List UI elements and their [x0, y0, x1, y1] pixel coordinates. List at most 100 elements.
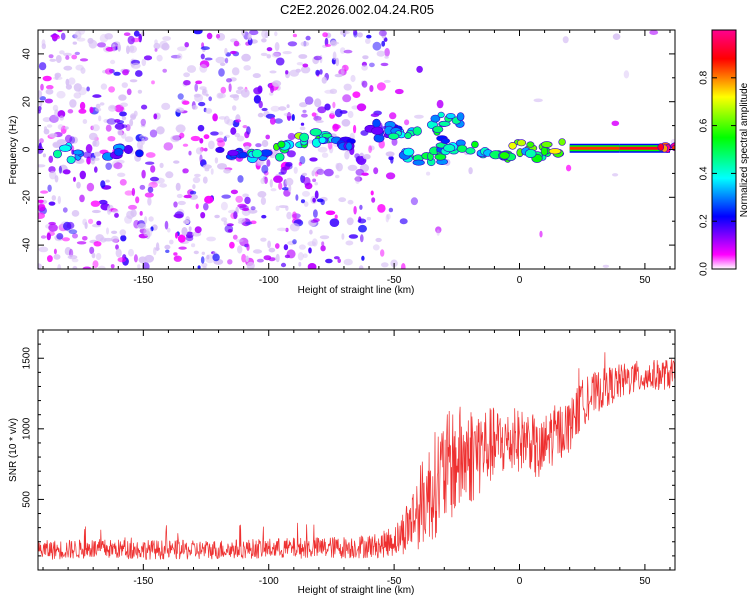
speckle: [178, 246, 187, 250]
speckle: [355, 175, 360, 185]
speckle: [63, 65, 73, 71]
speckle: [301, 172, 308, 177]
speckle: [51, 35, 61, 40]
speckle: [140, 124, 146, 128]
speckle: [153, 113, 158, 120]
speckle: [247, 209, 258, 214]
speckle: [199, 138, 204, 144]
speckle: [122, 69, 129, 76]
speckle: [143, 55, 153, 61]
speckle: [144, 216, 148, 224]
y-tick-label: 20: [22, 96, 33, 108]
speckle: [195, 203, 199, 210]
speckle: [117, 172, 126, 177]
snr-y-label: SNR (10 * v/v): [8, 418, 19, 482]
colorbar-tick-label: 0.2: [699, 214, 710, 228]
speckle: [315, 120, 324, 123]
speckle: [129, 45, 135, 52]
ridge-blob: [372, 118, 381, 128]
speckle: [220, 62, 226, 66]
speckle: [230, 189, 238, 195]
ridge-blob: [540, 146, 549, 156]
speckle: [287, 41, 298, 47]
speckle: [250, 206, 256, 211]
speckle: [369, 85, 374, 92]
speckle: [68, 77, 76, 85]
speckle: [66, 221, 75, 230]
ridge-blob: [309, 128, 322, 137]
speckle: [82, 218, 88, 226]
speckle: [100, 83, 108, 90]
speckle: [202, 265, 207, 269]
speckle: [241, 53, 251, 62]
speckle: [57, 110, 66, 118]
speckle: [114, 122, 125, 130]
speckle: [62, 237, 70, 242]
ridge-blob: [52, 149, 62, 159]
speckle: [98, 115, 102, 122]
speckle: [206, 236, 217, 242]
speckle: [353, 124, 357, 134]
speckle: [206, 254, 210, 260]
speckle: [305, 35, 311, 41]
speckle: [334, 214, 338, 220]
speckle: [324, 103, 331, 111]
y-tick-label: -20: [22, 190, 33, 205]
speckle: [123, 32, 131, 36]
speckle: [242, 193, 250, 198]
speckle: [388, 207, 394, 213]
speckle: [414, 114, 424, 119]
speckle: [90, 157, 96, 165]
speckle: [173, 252, 178, 256]
speckle: [302, 109, 307, 113]
speckle: [175, 232, 178, 239]
speckle: [436, 99, 444, 109]
speckle: [200, 212, 206, 219]
speckle: [79, 170, 87, 180]
x-tick-label: 0: [517, 275, 523, 286]
speckle: [353, 31, 358, 38]
ridge-blob: [227, 149, 239, 157]
speckle: [65, 55, 70, 60]
speckle: [194, 173, 201, 178]
speckle: [268, 247, 276, 253]
speckle: [385, 172, 396, 180]
speckle: [337, 258, 342, 264]
speckle: [246, 261, 255, 269]
speckle: [190, 135, 201, 142]
ridge-blob: [72, 149, 83, 156]
ridge-blob: [432, 125, 444, 134]
speckle: [204, 168, 210, 172]
speckle: [227, 259, 233, 265]
speckle: [117, 257, 127, 263]
speckle: [49, 58, 57, 62]
speckle: [186, 65, 197, 73]
speckle: [67, 255, 78, 260]
colorbar-gradient: [712, 30, 736, 269]
snr-y-axis: 500 1000 1500: [22, 329, 675, 571]
speckle: [38, 203, 46, 211]
snr-frame: [37, 329, 676, 571]
speckle: [163, 142, 174, 151]
speckle: [131, 187, 136, 197]
speckle: [391, 138, 398, 146]
speckle: [255, 143, 262, 148]
speckle: [317, 146, 328, 153]
speckle: [233, 211, 238, 220]
speckle: [352, 91, 361, 98]
ridge-blob: [443, 143, 456, 153]
speckle: [126, 88, 132, 96]
ridge-blob: [318, 136, 327, 144]
y-tick-label: 40: [22, 48, 33, 60]
speckle: [243, 142, 252, 148]
speckle: [188, 226, 192, 231]
ridge-blob: [524, 149, 537, 159]
x-tick-label: 50: [639, 275, 651, 286]
speckle: [320, 199, 325, 206]
speckle: [136, 140, 143, 150]
ridge-blob: [508, 142, 517, 150]
speckle: [46, 85, 54, 90]
speckle: [270, 188, 277, 192]
speckle: [137, 89, 143, 94]
speckle: [314, 171, 319, 177]
